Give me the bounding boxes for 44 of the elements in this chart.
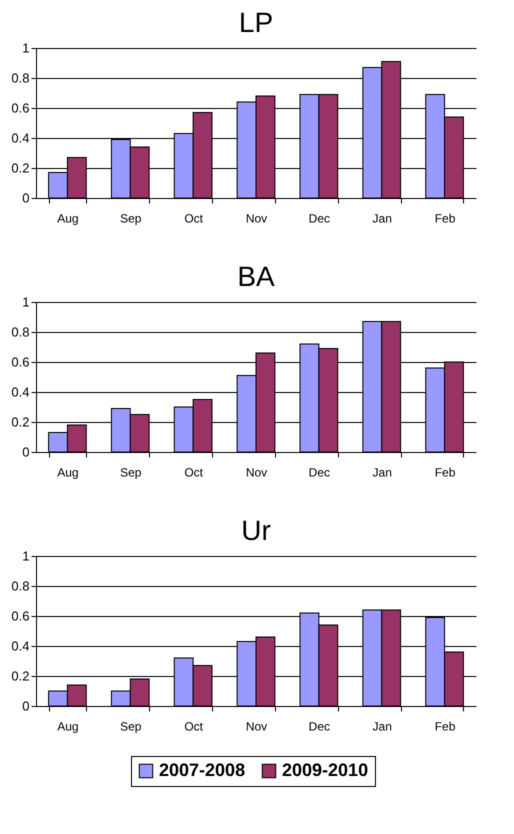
y-tick-label: 0.6 [11, 100, 30, 116]
y-tick-label: 1 [22, 40, 30, 56]
y-tick-label: 0.2 [11, 414, 30, 430]
y-tick-label: 1 [22, 294, 30, 310]
y-tick-label: 0.4 [11, 638, 30, 654]
x-tick-label: Nov [246, 720, 268, 734]
x-tick-label: Feb [434, 466, 456, 480]
y-tick-label: 0.8 [11, 324, 30, 340]
x-tick-label: Sep [120, 720, 142, 734]
x-tick-label: Feb [434, 212, 456, 226]
x-tick-label: Sep [120, 212, 142, 226]
y-tick-label: 0 [22, 698, 30, 714]
x-tick-label: Jan [372, 720, 392, 734]
x-tick-label: Dec [308, 466, 330, 480]
chart-title: BA [237, 261, 275, 292]
y-tick-label: 0.6 [11, 354, 30, 370]
x-tick-label: Aug [57, 212, 79, 226]
y-tick-label: 0.4 [11, 130, 30, 146]
y-tick-label: 1 [22, 548, 30, 564]
y-tick-label: 0.2 [11, 668, 30, 684]
x-tick-label: Nov [246, 466, 268, 480]
x-tick-label: Jan [372, 466, 392, 480]
y-tick-label: 0 [22, 444, 30, 460]
x-tick-label: Oct [184, 466, 204, 480]
x-tick-label: Dec [308, 720, 330, 734]
y-tick-label: 0.6 [11, 608, 30, 624]
x-tick-label: Sep [120, 466, 142, 480]
legend-label: 2007-2008 [159, 760, 246, 780]
x-tick-label: Aug [57, 720, 79, 734]
x-tick-label: Dec [308, 212, 330, 226]
legend-label: 2009-2010 [282, 760, 368, 780]
x-tick-label: Jan [372, 212, 392, 226]
y-tick-label: 0.4 [11, 384, 30, 400]
chart-title: LP [238, 7, 274, 38]
x-tick-label: Aug [57, 466, 79, 480]
y-tick-label: 0 [22, 190, 30, 206]
x-tick-label: Nov [246, 212, 268, 226]
y-tick-label: 0.8 [11, 70, 30, 86]
x-tick-label: Oct [184, 720, 204, 734]
x-tick-label: Oct [184, 212, 204, 226]
y-tick-label: 0.8 [11, 578, 30, 594]
chart-title: Ur [241, 515, 271, 546]
x-tick-label: Feb [434, 720, 456, 734]
y-tick-label: 0.2 [11, 160, 30, 176]
